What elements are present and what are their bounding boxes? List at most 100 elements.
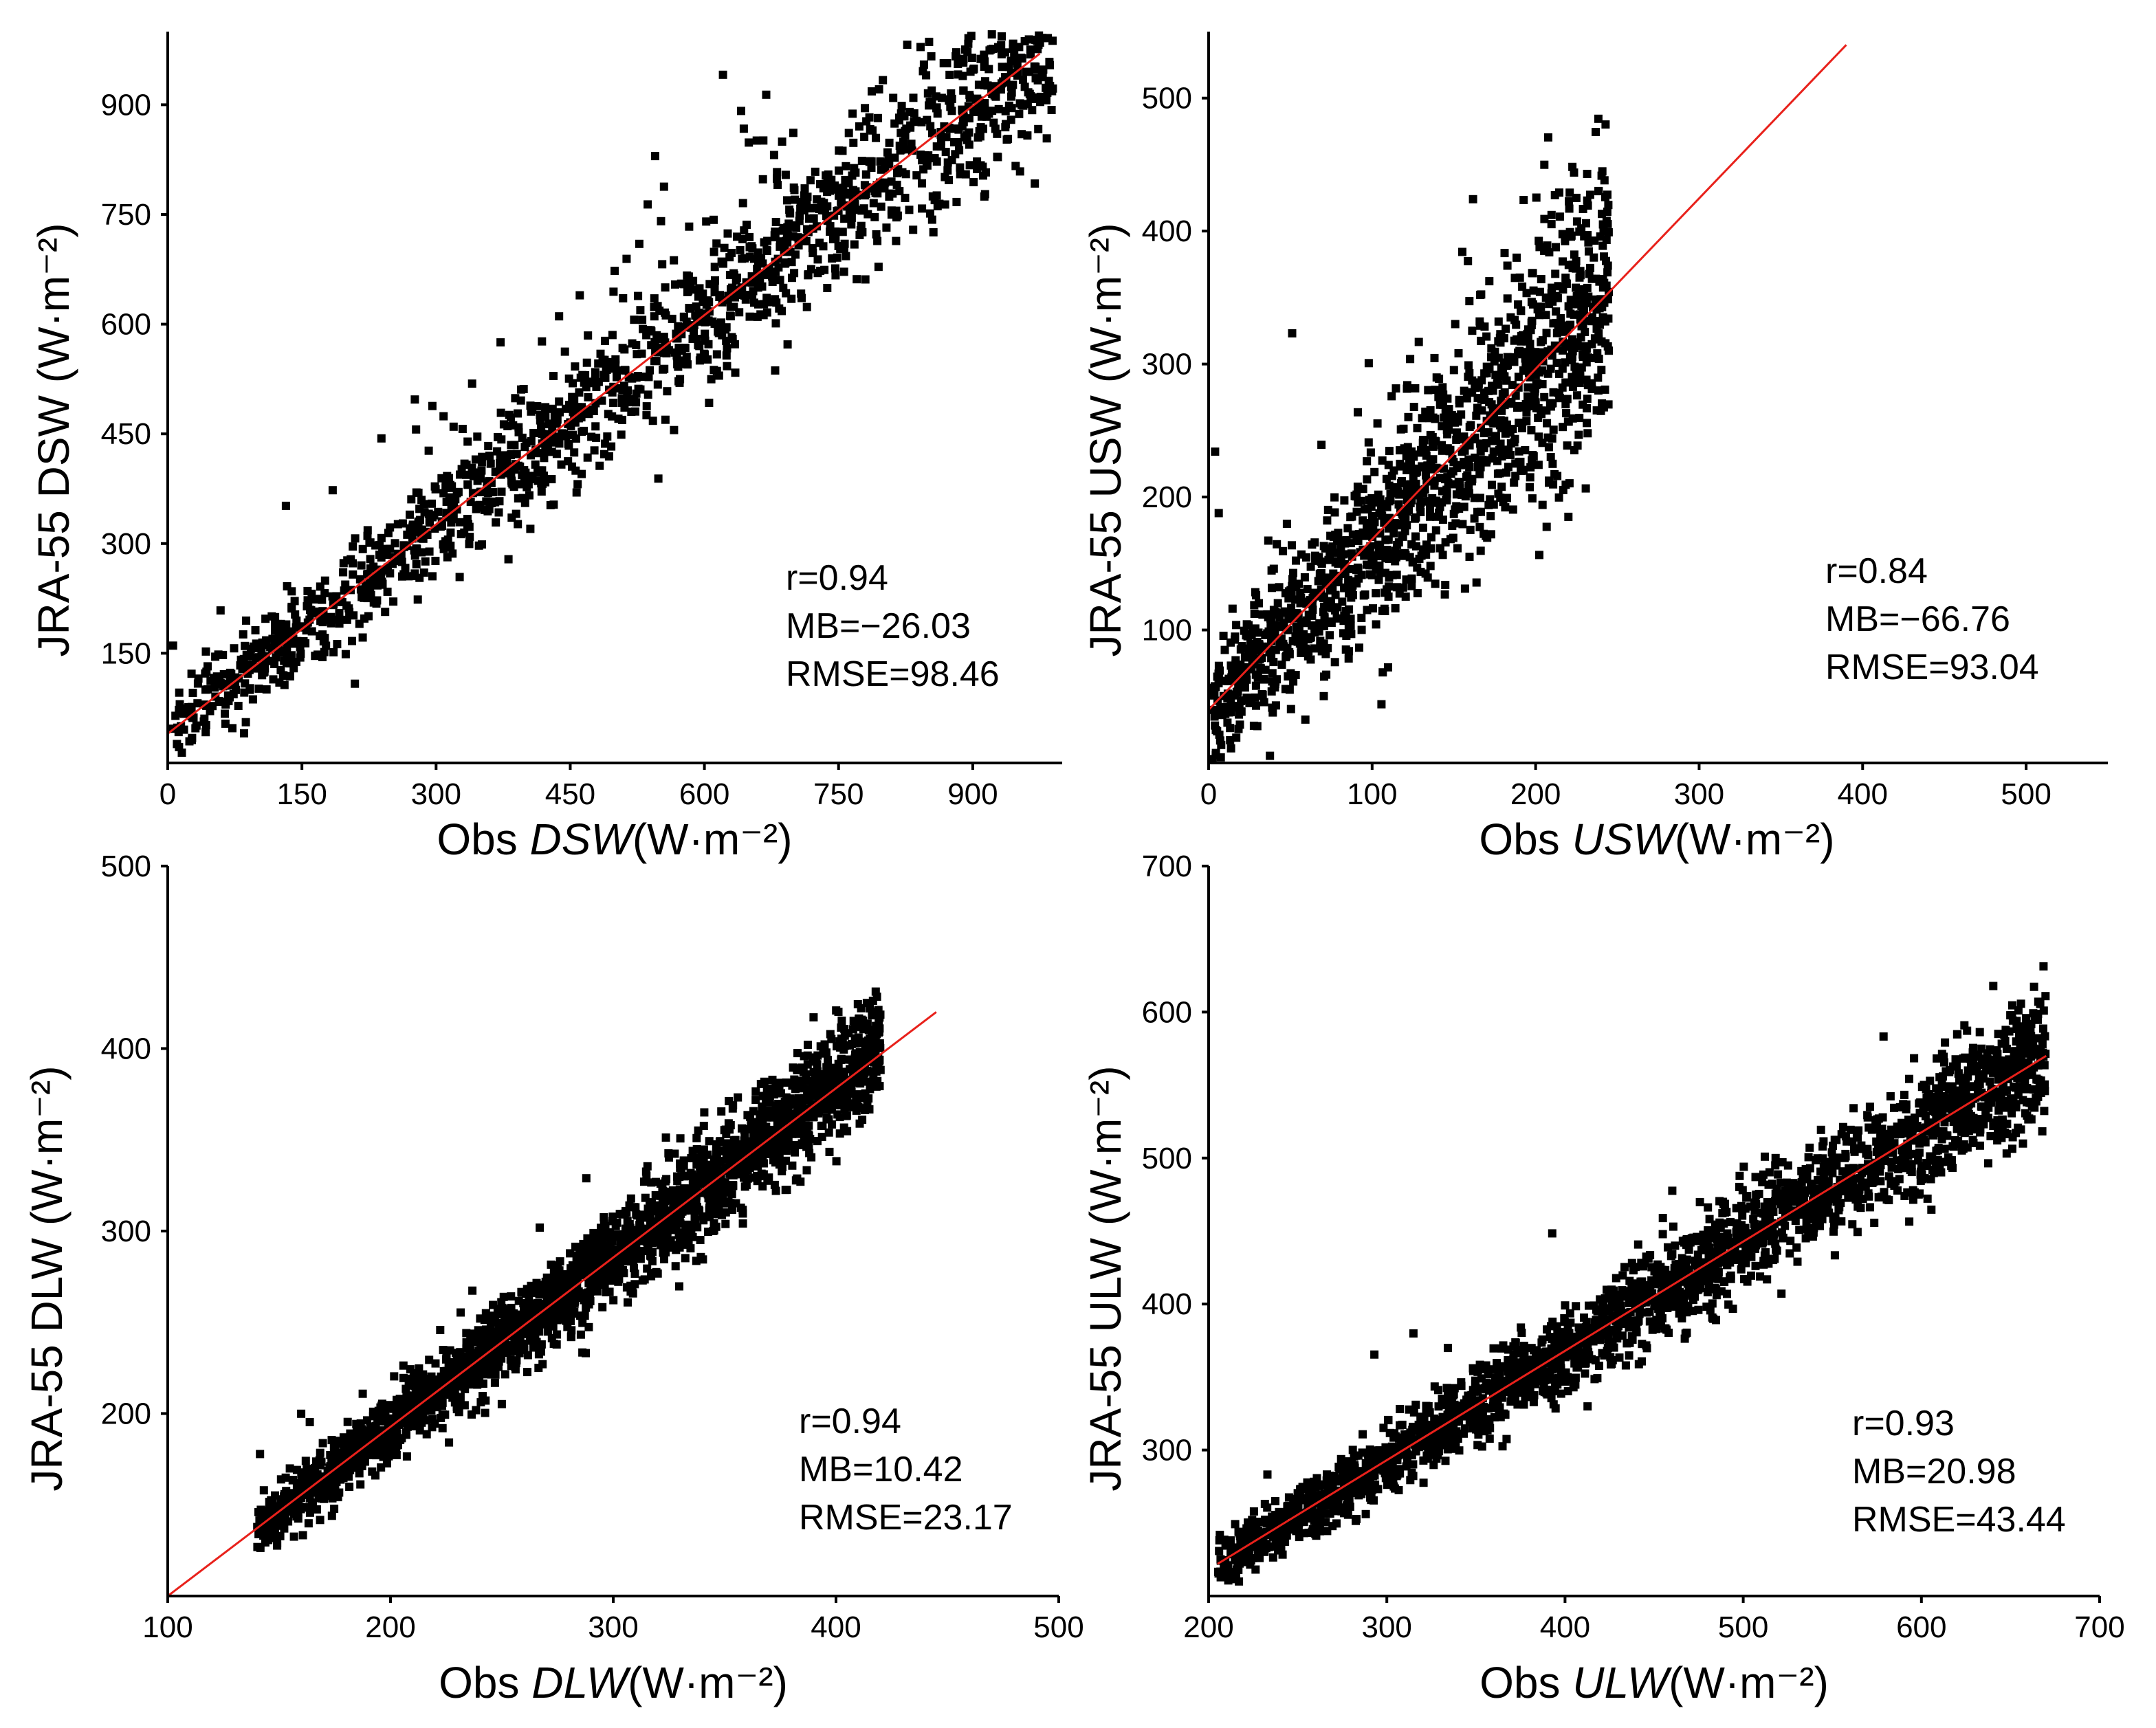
dlw-data-point xyxy=(622,1208,631,1217)
dsw-data-point xyxy=(473,432,482,441)
dsw-data-point xyxy=(441,483,450,492)
usw-data-point xyxy=(1332,614,1341,623)
dsw-data-point xyxy=(230,644,239,653)
dsw-data-point xyxy=(796,204,805,213)
usw-data-point xyxy=(1397,462,1406,471)
dsw-data-point xyxy=(491,467,500,476)
dsw-data-point xyxy=(988,107,997,115)
dsw-data-point xyxy=(552,450,561,458)
usw-data-point xyxy=(1594,187,1603,196)
dsw-data-point xyxy=(494,508,503,517)
dsw-data-point xyxy=(1020,82,1029,91)
usw-data-point xyxy=(1597,366,1606,375)
dsw-data-point xyxy=(366,555,375,564)
usw-data-point xyxy=(1267,654,1276,663)
dsw-data-point xyxy=(919,60,928,69)
usw-data-point xyxy=(1407,581,1416,590)
usw-data-point xyxy=(1496,338,1505,347)
dsw-data-point xyxy=(212,672,221,681)
usw-data-point xyxy=(1427,533,1436,542)
dsw-data-point xyxy=(595,461,604,470)
dsw-data-point xyxy=(384,529,393,538)
usw-data-point xyxy=(1576,333,1585,342)
usw-data-point xyxy=(1226,708,1235,717)
dsw-data-point xyxy=(672,352,681,361)
dsw-data-point xyxy=(458,425,467,433)
dsw-data-point xyxy=(901,193,910,202)
dsw-data-point xyxy=(484,441,493,450)
dsw-data-point xyxy=(964,39,973,48)
usw-data-point xyxy=(1344,654,1353,663)
usw-data-point xyxy=(1583,395,1592,403)
usw-data-point xyxy=(1556,314,1565,322)
dsw-data-point xyxy=(582,383,591,392)
usw-data-point xyxy=(1594,386,1603,395)
usw-data-point xyxy=(1310,644,1319,653)
usw-data-point xyxy=(1605,346,1613,355)
usw-data-point xyxy=(1393,540,1402,549)
usw-data-point xyxy=(1572,391,1581,400)
usw-data-point xyxy=(1565,479,1574,488)
dsw-data-point xyxy=(526,401,535,410)
usw-data-point xyxy=(1332,578,1341,586)
dsw-data-point xyxy=(476,488,485,496)
usw-data-point xyxy=(1515,273,1524,282)
dsw-data-point xyxy=(987,30,996,38)
usw-data-point xyxy=(1535,243,1544,252)
usw-data-point xyxy=(1593,349,1602,358)
usw-data-point xyxy=(1461,492,1470,501)
dsw-data-point xyxy=(412,488,421,497)
usw-data-point xyxy=(1364,438,1373,447)
dsw-data-point xyxy=(1031,35,1040,44)
usw-data-point xyxy=(1476,546,1485,555)
dsw-data-point xyxy=(526,524,535,533)
dsw-data-point xyxy=(952,48,960,57)
usw-data-point xyxy=(1565,204,1574,213)
dlw-data-point xyxy=(681,1254,690,1263)
dsw-data-point xyxy=(273,635,282,644)
dsw-data-point xyxy=(241,679,250,688)
dsw-data-point xyxy=(389,597,398,606)
dsw-data-point xyxy=(1019,75,1027,84)
usw-data-point xyxy=(1489,500,1498,509)
dsw-x-tick-label: 300 xyxy=(411,777,461,811)
usw-data-point xyxy=(1533,379,1542,388)
usw-data-point xyxy=(1544,443,1553,452)
dsw-data-point xyxy=(844,129,853,137)
dsw-data-point xyxy=(303,596,312,605)
usw-data-point xyxy=(1374,540,1383,549)
usw-data-point xyxy=(1482,362,1491,371)
usw-data-point xyxy=(1570,362,1579,371)
usw-data-point xyxy=(1372,589,1380,598)
usw-stat-mb: MB=−66.76 xyxy=(1825,599,2010,639)
dsw-data-point xyxy=(659,182,668,191)
usw-data-point xyxy=(1438,551,1447,560)
dsw-y-tick-label: 600 xyxy=(101,308,151,342)
usw-data-point xyxy=(1245,630,1254,639)
dsw-data-point xyxy=(602,362,610,371)
dsw-data-point xyxy=(558,429,566,438)
dsw-data-point xyxy=(552,419,561,428)
usw-data-point xyxy=(1343,524,1352,533)
dsw-data-point xyxy=(965,140,974,149)
dsw-data-point xyxy=(982,168,990,177)
usw-data-point xyxy=(1529,286,1538,295)
dlw-data-point xyxy=(415,1364,424,1373)
dsw-data-point xyxy=(664,346,673,355)
dsw-data-point xyxy=(749,287,758,296)
dsw-data-point xyxy=(808,214,817,223)
dsw-data-point xyxy=(239,630,248,639)
dsw-data-point xyxy=(428,572,437,581)
dsw-data-point xyxy=(980,190,989,199)
usw-data-point xyxy=(1353,483,1362,491)
dsw-data-point xyxy=(758,175,767,184)
dsw-data-point xyxy=(175,688,184,697)
usw-data-point xyxy=(1283,608,1292,617)
usw-data-point xyxy=(1500,372,1509,381)
usw-x-tick-label: 400 xyxy=(1838,777,1888,811)
dsw-data-point xyxy=(536,410,544,419)
usw-data-point xyxy=(1377,700,1386,709)
dsw-x-tick-label: 450 xyxy=(545,777,595,811)
dsw-data-point xyxy=(575,291,584,300)
usw-data-point xyxy=(1537,302,1546,311)
